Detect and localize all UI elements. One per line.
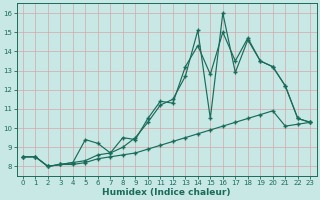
X-axis label: Humidex (Indice chaleur): Humidex (Indice chaleur) bbox=[102, 188, 231, 197]
